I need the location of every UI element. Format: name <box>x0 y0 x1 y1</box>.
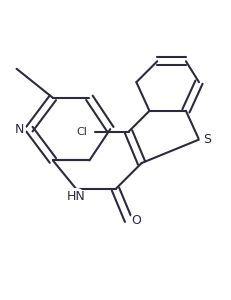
Circle shape <box>130 214 143 227</box>
Circle shape <box>200 133 213 146</box>
Text: Cl: Cl <box>76 127 87 137</box>
Circle shape <box>12 123 25 136</box>
Circle shape <box>73 123 90 140</box>
Circle shape <box>68 189 85 205</box>
Text: HN: HN <box>67 190 86 203</box>
Text: O: O <box>131 214 141 227</box>
Text: S: S <box>203 133 211 146</box>
Text: N: N <box>14 123 24 136</box>
